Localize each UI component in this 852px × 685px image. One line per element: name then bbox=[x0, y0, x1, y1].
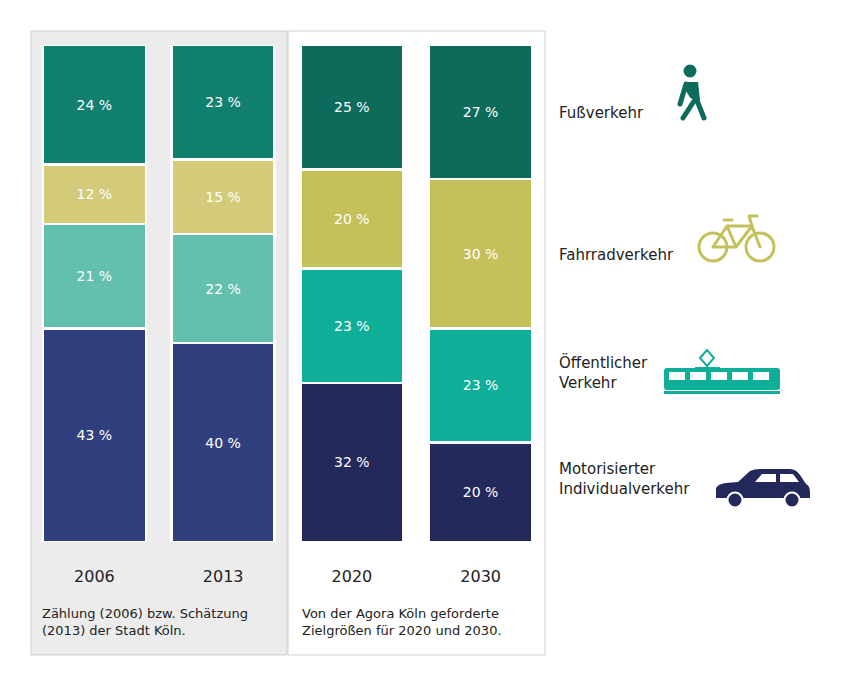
svg-text:2030: 2030 bbox=[460, 567, 501, 586]
svg-text:Fußverkehr: Fußverkehr bbox=[559, 104, 644, 122]
svg-text:20 %: 20 % bbox=[463, 484, 499, 500]
svg-text:MotorisierterIndividualverkehr: MotorisierterIndividualverkehr bbox=[559, 460, 690, 498]
svg-text:23 %: 23 % bbox=[334, 318, 370, 334]
svg-text:25 %: 25 % bbox=[334, 99, 370, 115]
svg-text:Zählung (2006) bzw. Schätzung(: Zählung (2006) bzw. Schätzung(2013) der … bbox=[42, 606, 248, 638]
svg-text:27 %: 27 % bbox=[463, 104, 499, 120]
svg-text:23 %: 23 % bbox=[205, 94, 241, 110]
svg-text:22 %: 22 % bbox=[205, 281, 241, 297]
svg-text:Fahrradverkehr: Fahrradverkehr bbox=[559, 246, 674, 264]
svg-text:20 %: 20 % bbox=[334, 211, 370, 227]
svg-text:12 %: 12 % bbox=[77, 186, 113, 202]
svg-text:24 %: 24 % bbox=[77, 97, 113, 113]
svg-text:43 %: 43 % bbox=[77, 427, 113, 443]
svg-text:2006: 2006 bbox=[74, 567, 115, 586]
svg-text:2013: 2013 bbox=[203, 567, 244, 586]
svg-text:32 %: 32 % bbox=[334, 454, 370, 470]
svg-text:ÖffentlicherVerkehr: ÖffentlicherVerkehr bbox=[559, 353, 648, 392]
svg-text:30 %: 30 % bbox=[463, 246, 499, 262]
svg-text:21 %: 21 % bbox=[77, 268, 113, 284]
svg-text:15 %: 15 % bbox=[205, 189, 241, 205]
svg-text:23 %: 23 % bbox=[463, 377, 499, 393]
svg-text:Von der Agora Köln geforderteZ: Von der Agora Köln geforderteZielgrößen … bbox=[302, 606, 502, 638]
svg-text:2020: 2020 bbox=[332, 567, 373, 586]
svg-text:40 %: 40 % bbox=[205, 435, 241, 451]
